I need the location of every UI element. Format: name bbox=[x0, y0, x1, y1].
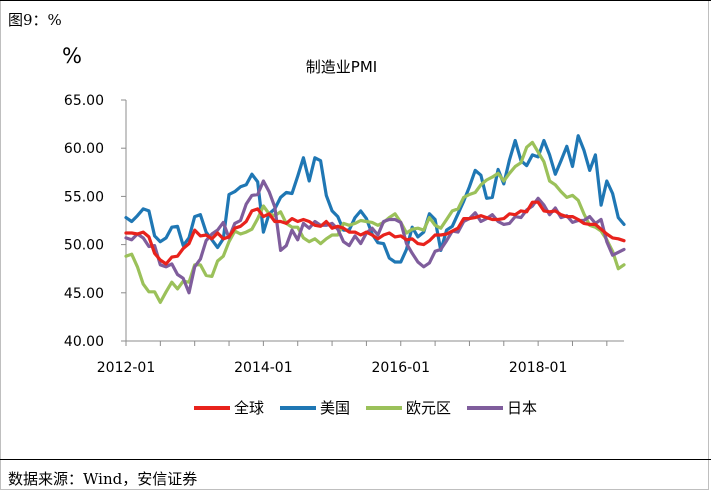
series-line-global bbox=[124, 200, 626, 266]
y-tick-label: 55.00 bbox=[64, 189, 104, 205]
y-tick-label: 50.00 bbox=[64, 238, 104, 254]
legend-label-us: 美国 bbox=[320, 399, 351, 417]
series-line-eurozone bbox=[124, 140, 626, 304]
y-tick-label: 45.00 bbox=[64, 286, 104, 302]
y-tick-label: 60.00 bbox=[64, 141, 104, 157]
bottom-rule bbox=[0, 459, 711, 460]
legend-label-global: 全球 bbox=[234, 399, 265, 417]
unit-label: % bbox=[62, 44, 82, 68]
legend-item-japan: 日本 bbox=[467, 397, 537, 418]
legend-item-eurozone: 欧元区 bbox=[366, 397, 451, 418]
legend-item-global: 全球 bbox=[194, 397, 264, 418]
chart-title-wrap: 制造业PMI bbox=[0, 56, 711, 77]
y-tick-label: 65.00 bbox=[64, 93, 104, 109]
source-note: 数据来源：Wind，安信证券 bbox=[8, 470, 198, 488]
legend-swatch-eurozone bbox=[366, 405, 403, 410]
series-line-us bbox=[124, 134, 626, 264]
y-tick-label: 40.00 bbox=[64, 334, 104, 350]
x-tick-label: 2018-01 bbox=[509, 360, 568, 376]
axes: 40.00 45.00 50.00 55.00 60.00 65.00 2012-01 201… bbox=[64, 93, 624, 376]
legend: 全球 美国 欧元区 日本 bbox=[194, 397, 537, 418]
x-tick-label: 2012-01 bbox=[97, 360, 156, 376]
top-rule bbox=[0, 0, 711, 1]
legend-swatch-global bbox=[194, 405, 230, 410]
x-tick-label: 2016-01 bbox=[372, 360, 431, 376]
legend-label-japan: 日本 bbox=[507, 399, 538, 417]
figure-label: 图9：% bbox=[8, 11, 62, 29]
series-group bbox=[124, 134, 626, 304]
x-tick-label: 2014-01 bbox=[234, 360, 293, 376]
legend-swatch-japan bbox=[467, 405, 504, 410]
legend-label-eurozone: 欧元区 bbox=[406, 399, 452, 417]
legend-item-us: 美国 bbox=[280, 397, 350, 418]
legend-swatch-us bbox=[280, 405, 317, 410]
chart-title: 制造业PMI bbox=[305, 58, 378, 76]
